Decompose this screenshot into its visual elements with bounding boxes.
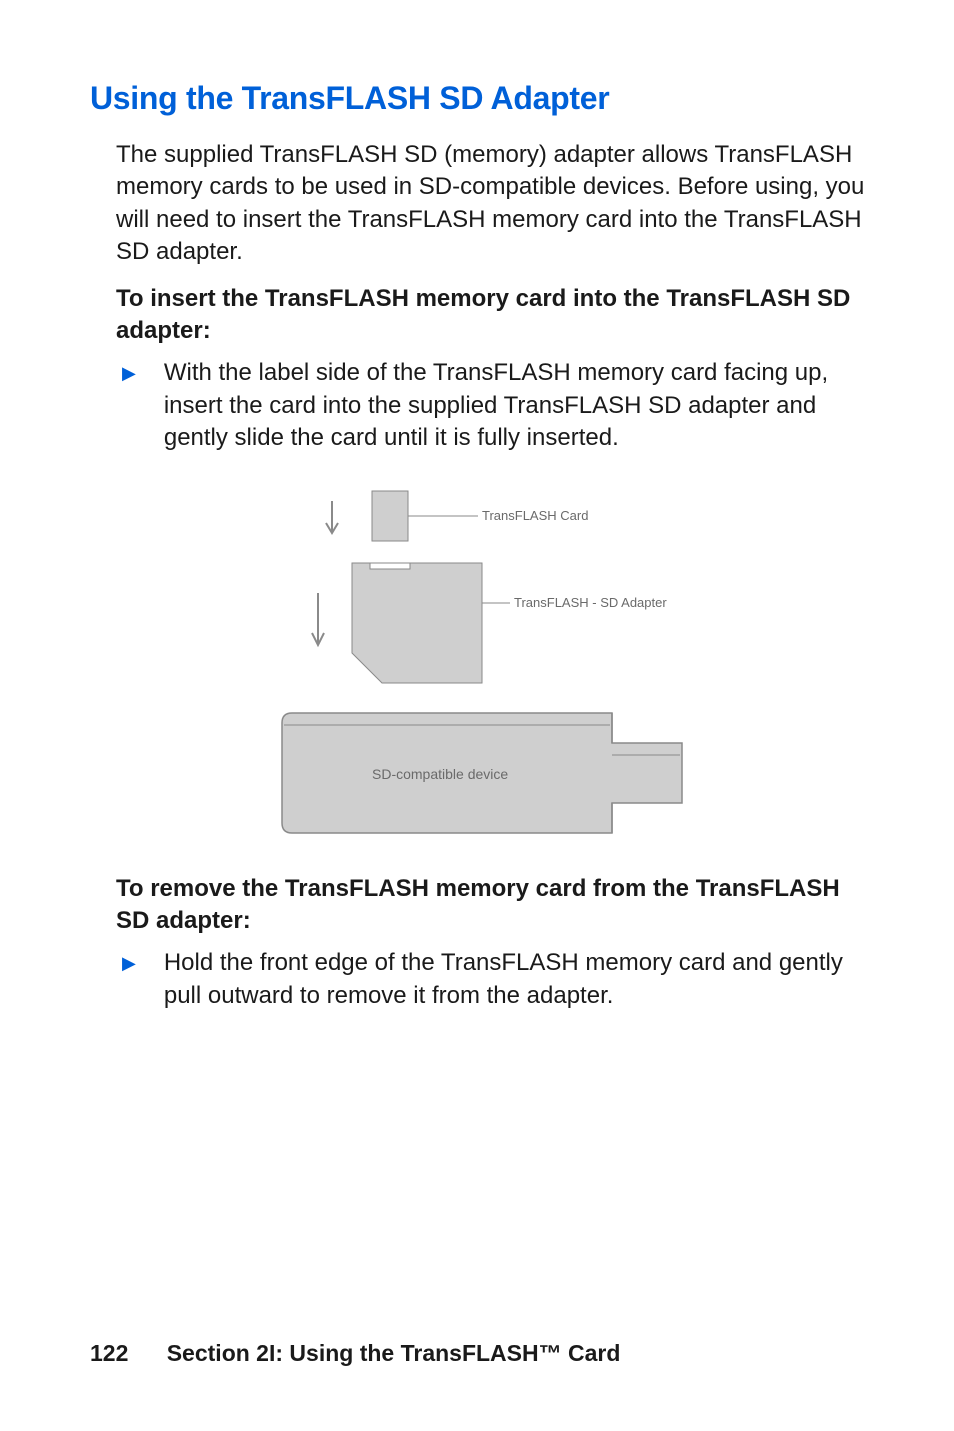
transflash-diagram: TransFLASH Card TransFLASH - SD Adapter SD… xyxy=(262,483,702,853)
remove-bullet-text: Hold the front edge of the TransFLASH me… xyxy=(164,947,874,1012)
insert-bullet-text: With the label side of the TransFLASH me… xyxy=(164,357,874,454)
footer-section-label: Section 2I: Using the TransFLASH™ Card xyxy=(167,1340,621,1366)
bullet-icon: ▶ xyxy=(122,953,136,1012)
intro-paragraph: The supplied TransFLASH SD (memory) adap… xyxy=(116,139,874,269)
insert-heading: To insert the TransFLASH memory card int… xyxy=(116,283,874,348)
insert-bullet-row: ▶ With the label side of the TransFLASH … xyxy=(122,357,874,454)
svg-text:TransFLASH Card: TransFLASH Card xyxy=(482,508,588,523)
page-heading: Using the TransFLASH SD Adapter xyxy=(90,80,874,117)
footer-page-number: 122 xyxy=(90,1340,128,1366)
diagram-container: TransFLASH Card TransFLASH - SD Adapter SD… xyxy=(90,483,874,853)
svg-text:TransFLASH - SD Adapter: TransFLASH - SD Adapter xyxy=(514,595,667,610)
bullet-icon: ▶ xyxy=(122,363,136,454)
page-footer: 122 Section 2I: Using the TransFLASH™ Ca… xyxy=(90,1340,620,1367)
remove-heading: To remove the TransFLASH memory card fro… xyxy=(116,873,874,938)
remove-bullet-row: ▶ Hold the front edge of the TransFLASH … xyxy=(122,947,874,1012)
svg-text:SD-compatible device: SD-compatible device xyxy=(372,766,508,782)
